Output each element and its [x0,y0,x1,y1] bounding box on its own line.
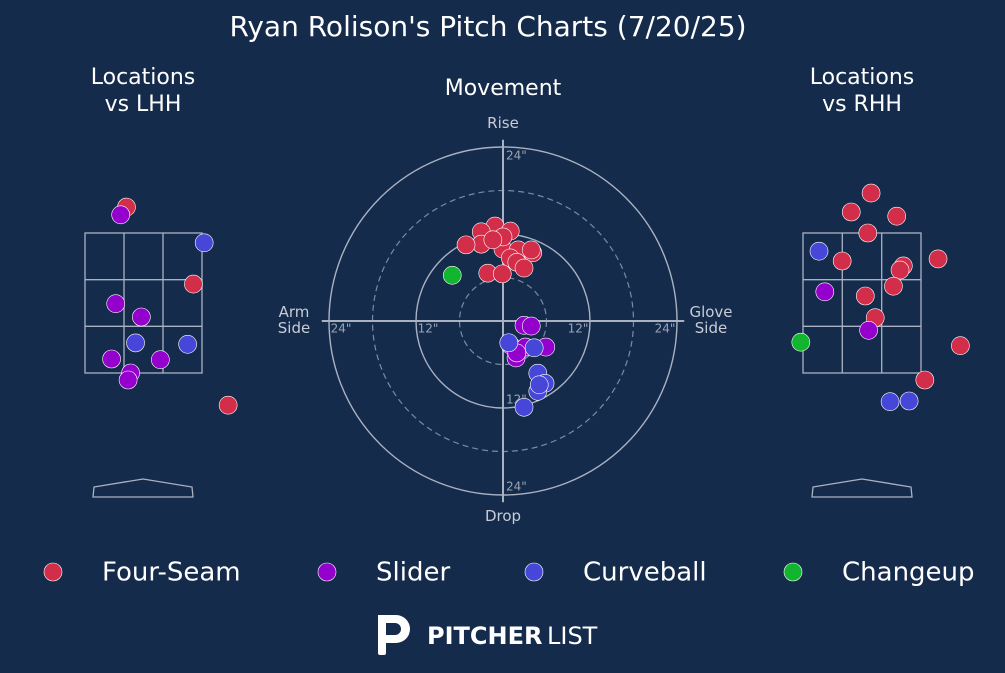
pitch-point [899,391,919,411]
legend-label: Slider [376,558,450,588]
pitch-point [832,251,852,271]
x-tick-label: 12" [418,322,439,336]
pitch-point [492,264,512,284]
pitch-point [514,258,534,278]
panel-title: Movement [444,76,562,101]
pitch-point [132,307,151,327]
pitch-point [102,349,121,369]
strike-zone [84,232,203,374]
pitch-point [884,276,903,296]
x-tick-label: 24" [331,322,352,336]
pitch-point [106,294,126,314]
home-plate [811,478,913,498]
pitch-point [521,240,541,260]
pitch-point [194,233,214,253]
legend-label: Curveball [583,558,707,588]
pitch-point [184,274,203,294]
pitch-point [859,320,878,340]
legend-label: Changeup [842,558,975,588]
pitch-point [861,183,881,203]
home-plate [92,478,194,498]
axis-label: Rise [487,114,519,132]
pitch-point [483,230,503,250]
pitch-point [514,397,534,417]
pitch-point [951,336,970,356]
pitch-point [858,223,878,243]
pitch-point [841,202,861,222]
pitch-point [499,333,519,353]
legend-marker [524,562,544,582]
legend-label: Four-Seam [102,558,241,588]
page-title: Ryan Rolison's Pitch Charts (7/20/25) [229,10,747,43]
y-tick-label: 24" [506,149,527,163]
y-tick-label: 24" [506,480,527,494]
pitch-point [456,235,476,255]
pitch-point [524,338,544,358]
pitch-point [151,350,170,370]
pitch-point [887,206,907,226]
axis-label: Arm Side [277,303,311,337]
pitch-point [111,205,130,225]
legend-marker [43,562,63,582]
legend-marker [317,562,337,582]
pitch-point [178,334,197,354]
logo-icon [378,615,410,655]
pitch-point [928,249,948,269]
axis-label: Drop [484,507,522,525]
x-tick-label: 12" [568,322,589,336]
pitch-point [218,395,238,415]
pitch-point [809,241,829,261]
pitch-point [118,370,138,390]
pitch-point [529,375,549,395]
pitch-point [126,333,145,353]
pitch-point [880,392,900,412]
pitch-point [815,282,835,302]
brand-bold: PITCHER [427,622,542,650]
brand-light: LIST [547,622,598,650]
legend-marker [783,562,803,582]
pitch-point [856,286,875,306]
pitch-point [521,316,541,336]
pitch-point [442,266,462,285]
pitch-point [890,260,910,280]
pitch-point [915,370,935,390]
panel-title: Locations vs LHH [90,65,196,117]
panel-title: Locations vs RHH [809,65,915,117]
axis-label: Glove Side [689,303,733,337]
x-tick-label: 24" [655,322,676,336]
pitch-point [791,332,811,352]
